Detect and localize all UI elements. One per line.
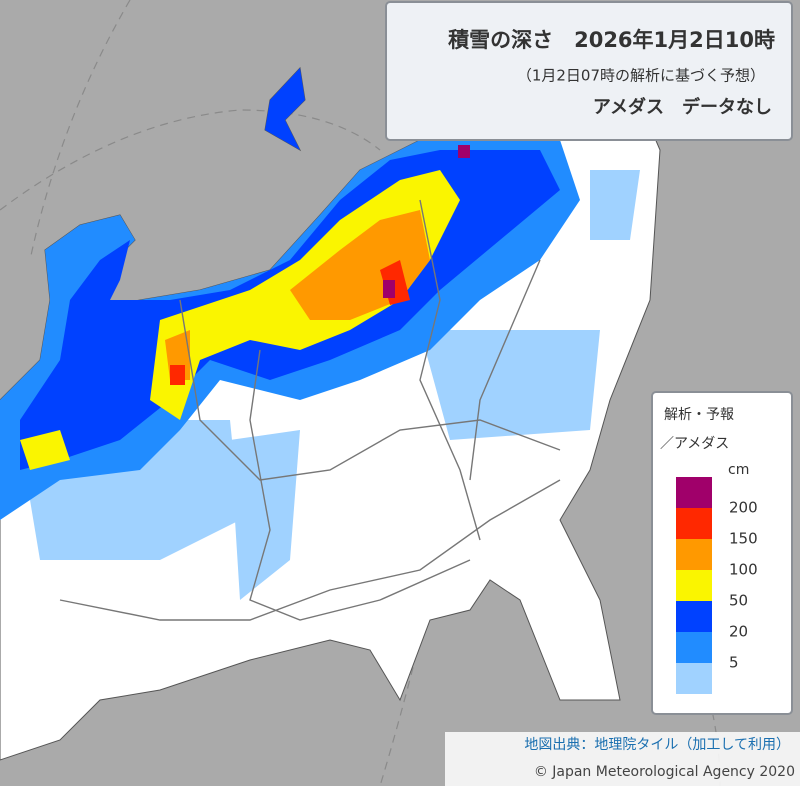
subtitle: （1月2日07時の解析に基づく予想） bbox=[517, 67, 765, 85]
boundaries-and-roads bbox=[59, 199, 561, 621]
copyright: © Japan Meteorological Agency 2020 bbox=[534, 764, 795, 780]
legend-level: 150 bbox=[729, 530, 758, 548]
title-panel bbox=[385, 1, 793, 141]
legend-scale: 200 150 100 50 20 5 bbox=[676, 477, 758, 694]
legend-level: 100 bbox=[729, 561, 758, 579]
legend-swatch bbox=[676, 601, 712, 632]
map-source: 地図出典：地理院タイル（加工して利用） bbox=[524, 737, 790, 753]
legend-level: 200 bbox=[729, 499, 758, 517]
legend-swatch bbox=[676, 570, 712, 601]
legend-title: 解析・予報 bbox=[664, 407, 734, 423]
legend-level: 20 bbox=[729, 623, 748, 641]
attribution-panel bbox=[445, 732, 800, 786]
legend-swatch bbox=[676, 508, 712, 539]
legend-swatch bbox=[676, 477, 712, 508]
snow-cells bbox=[0, 68, 640, 600]
legend-swatch bbox=[676, 539, 712, 570]
legend-level: 5 bbox=[729, 654, 739, 672]
note: アメダス データなし bbox=[593, 96, 772, 118]
legend-level: 50 bbox=[729, 592, 748, 610]
legend-swatch bbox=[676, 663, 712, 694]
title: 積雪の深さ 2026年1月2日10時 bbox=[448, 28, 775, 52]
legend-swatch bbox=[676, 632, 712, 663]
legend-title: ／アメダス bbox=[660, 436, 729, 452]
legend-unit: cm bbox=[728, 462, 749, 478]
